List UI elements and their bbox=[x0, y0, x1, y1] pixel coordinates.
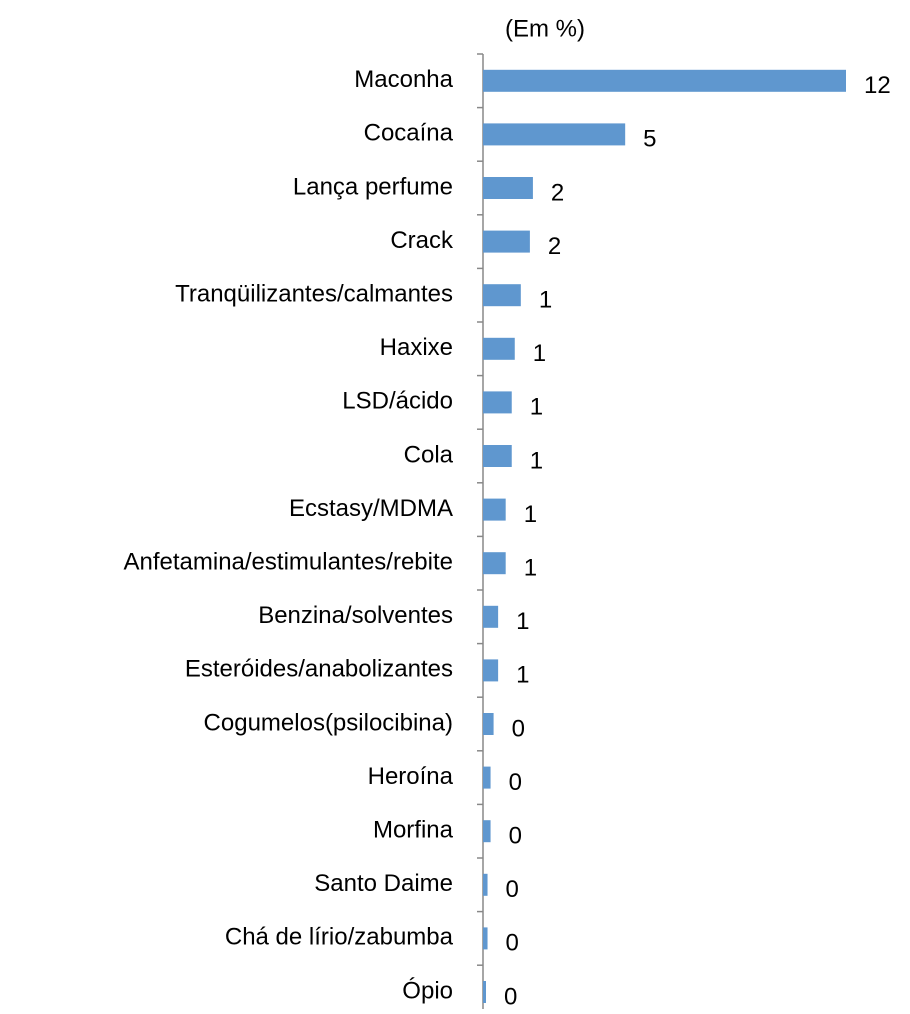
data-label: 0 bbox=[512, 715, 525, 742]
y-tick-label: Cola bbox=[404, 441, 454, 468]
y-tick-label: Maconha bbox=[354, 66, 453, 93]
data-label: 0 bbox=[509, 823, 522, 850]
data-label: 1 bbox=[516, 662, 529, 689]
data-label: 1 bbox=[533, 340, 546, 367]
data-label: 1 bbox=[539, 287, 552, 314]
data-label: 1 bbox=[530, 447, 543, 474]
y-tick-label: Anfetamina/estimulantes/rebite bbox=[123, 549, 453, 576]
y-tick-label: Heroína bbox=[368, 763, 454, 790]
bar bbox=[483, 337, 515, 360]
y-tick-label: Tranqüilizantes/calmantes bbox=[175, 281, 453, 308]
y-tick-label: Cogumelos(psilocibina) bbox=[204, 709, 453, 736]
data-label: 2 bbox=[548, 233, 561, 260]
y-tick-label: LSD/ácido bbox=[342, 388, 453, 415]
bar bbox=[483, 445, 512, 467]
data-label: 1 bbox=[530, 394, 543, 421]
bar bbox=[483, 284, 521, 307]
y-tick-label: Crack bbox=[390, 227, 454, 254]
bar bbox=[483, 69, 846, 92]
bar bbox=[483, 552, 506, 575]
bar bbox=[483, 927, 488, 950]
bar bbox=[483, 605, 499, 628]
bar bbox=[483, 391, 512, 414]
bar bbox=[483, 123, 626, 146]
y-tick-label: Ecstasy/MDMA bbox=[289, 495, 453, 522]
data-label: 5 bbox=[643, 126, 656, 153]
bar bbox=[483, 766, 491, 789]
data-label: 0 bbox=[506, 930, 519, 957]
y-tick-label: Cocaína bbox=[364, 120, 454, 147]
y-tick-label: Haxixe bbox=[380, 334, 453, 361]
y-tick-label: Chá de lírio/zabumba bbox=[225, 924, 454, 951]
bar bbox=[483, 981, 486, 1003]
y-tick-label: Santo Daime bbox=[314, 870, 453, 897]
y-tick-label: Ópio bbox=[402, 977, 453, 1004]
data-label: 12 bbox=[864, 72, 891, 99]
data-label: 1 bbox=[524, 555, 537, 582]
bar bbox=[483, 498, 506, 521]
data-label: 1 bbox=[524, 501, 537, 528]
data-label: 0 bbox=[504, 983, 517, 1009]
y-tick-label: Esteróides/anabolizantes bbox=[185, 656, 453, 683]
bar bbox=[483, 713, 494, 735]
bar bbox=[483, 659, 499, 682]
y-tick-label: Lança perfume bbox=[293, 173, 453, 200]
y-tick-label: Morfina bbox=[373, 817, 454, 844]
data-label: 2 bbox=[551, 179, 564, 206]
data-label: 0 bbox=[509, 769, 522, 796]
bar bbox=[483, 177, 533, 199]
data-label: 0 bbox=[506, 876, 519, 903]
data-label: 1 bbox=[516, 608, 529, 635]
chart-subtitle: (Em %) bbox=[505, 15, 585, 42]
bar bbox=[483, 820, 491, 843]
y-tick-label: Benzina/solventes bbox=[258, 602, 453, 629]
bar bbox=[483, 230, 530, 253]
bar bbox=[483, 873, 488, 896]
